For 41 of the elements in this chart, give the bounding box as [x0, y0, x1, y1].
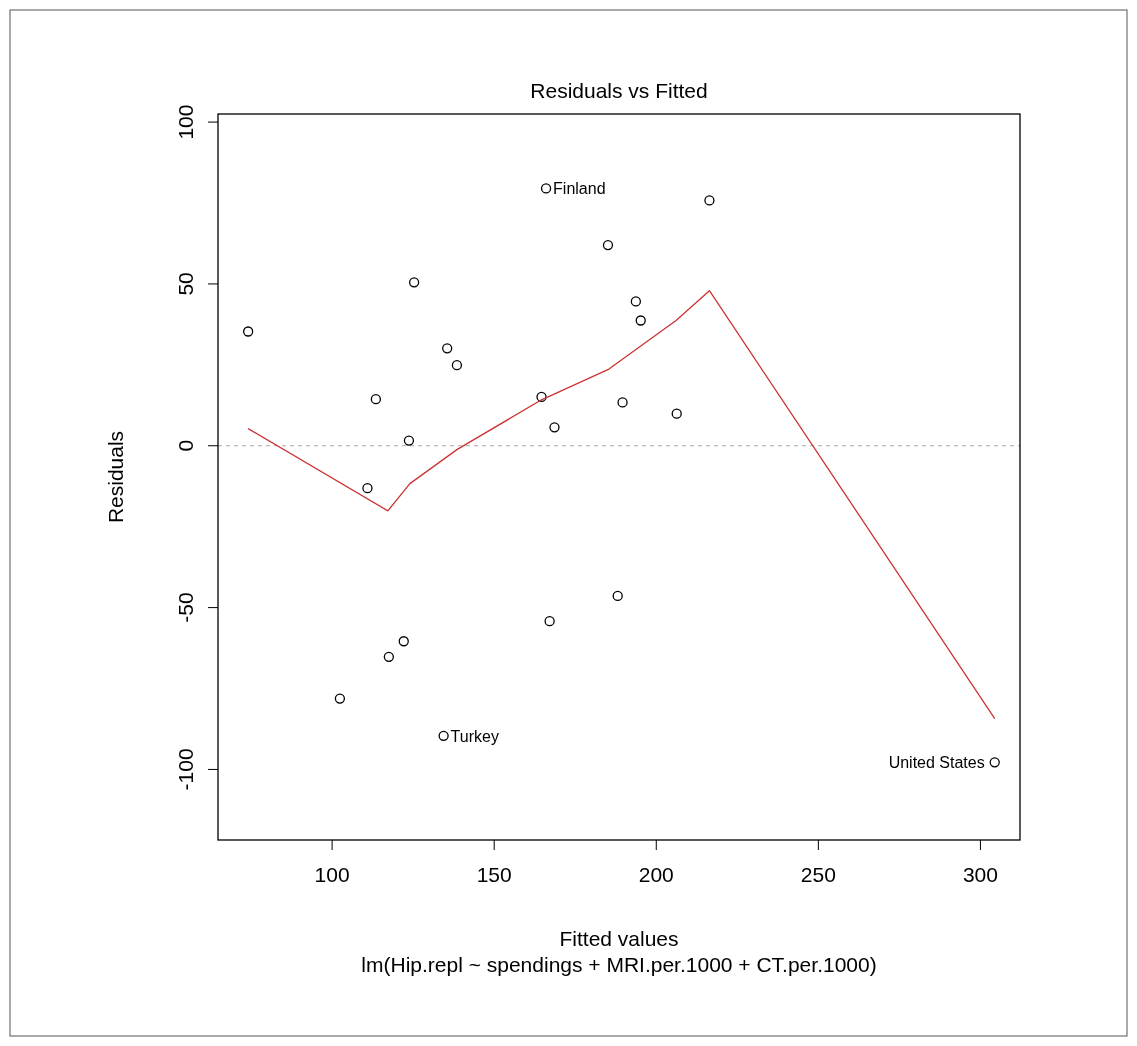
- point: [408, 277, 420, 288]
- point: [617, 397, 628, 408]
- x-tick-label: 300: [962, 863, 998, 886]
- y-tick-label: 50: [174, 272, 197, 296]
- annotation: Turkey: [450, 727, 499, 745]
- y-tick-label: 0: [174, 439, 197, 452]
- chart-title: Residuals vs Fitted: [530, 79, 708, 102]
- point: [671, 408, 682, 419]
- y-tick-label: -50: [174, 592, 197, 623]
- x-axis-title: Fitted values: [559, 927, 679, 950]
- point: [370, 394, 382, 405]
- point: [438, 730, 449, 741]
- point: [602, 239, 614, 251]
- point: [403, 435, 415, 446]
- point: [243, 326, 254, 337]
- y-tick-label: -100: [174, 748, 197, 791]
- point: [549, 422, 560, 433]
- point: [544, 616, 555, 627]
- point: [442, 343, 453, 354]
- point: [398, 636, 409, 647]
- point: [612, 590, 623, 602]
- x-tick-label: 250: [800, 863, 836, 886]
- x-tick-label: 200: [638, 863, 674, 886]
- x-tick-label: 100: [314, 863, 350, 886]
- point: [334, 693, 346, 704]
- line-series: [247, 290, 996, 720]
- x-tick-label: 150: [476, 863, 512, 886]
- annotation: Finland: [553, 180, 606, 198]
- point: [704, 195, 715, 206]
- point: [536, 391, 547, 403]
- point: [383, 651, 394, 662]
- y-tick-label: 100: [174, 104, 197, 140]
- text: lm(Hip.repl ~ spendings + MRI.per.1000 + CT.per.1000): [361, 953, 877, 976]
- point: [540, 183, 552, 194]
- point: [362, 483, 373, 494]
- point: [630, 296, 642, 307]
- point: [451, 360, 463, 371]
- point: [989, 757, 1000, 768]
- point: [635, 315, 646, 326]
- annotation: United States: [888, 754, 985, 772]
- y-axis-title: Residuals: [104, 430, 127, 524]
